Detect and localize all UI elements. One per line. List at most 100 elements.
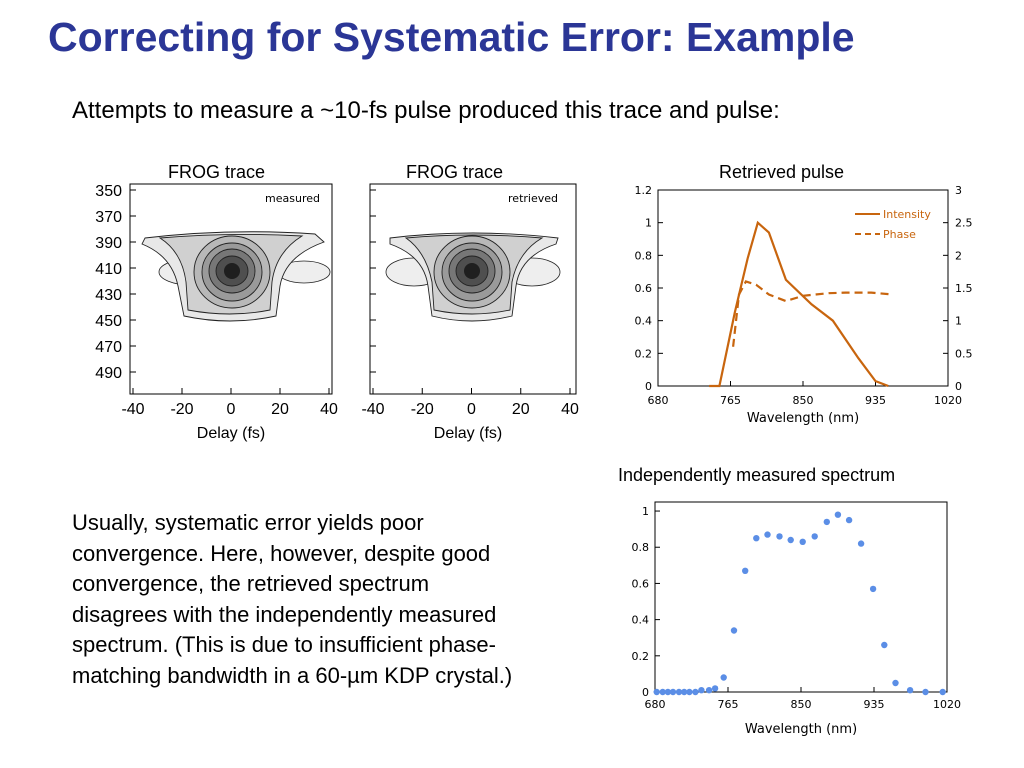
spectrum-points [653,511,946,696]
frog-x-tick-label: 20 [512,401,530,418]
frog-trace-retrieved: retrieved -40 -20 0 20 40 Delay (fs) [361,183,579,442]
spectrum-x-tick-label: 935 [864,698,885,711]
legend-phase-label: Phase [883,228,916,241]
frog-y-tick-label: 470 [95,339,122,356]
spectrum-point [892,679,899,687]
frog-measured-title: FROG trace [168,162,266,182]
pulse-xlabel: Wavelength (nm) [747,411,859,426]
spectrum-point [686,688,693,696]
spectrum-point [845,516,853,524]
frog-x-tick-label: 20 [271,401,289,418]
spectrum-point [720,674,727,681]
spectrum-point [764,531,771,538]
slide-title: Correcting for Systematic Error: Example [48,14,855,60]
pulse-y-tick-label: 0.6 [635,282,653,295]
spectrum-point [711,685,719,692]
frog-x-tick-label: -40 [121,401,144,418]
spectrum-y-tick-label: 0 [642,686,649,699]
frog-x-tick-label: 40 [561,401,579,418]
spectrum-point [881,641,888,649]
spectrum-point [669,688,677,696]
frog-y-tick-label: 370 [95,209,122,226]
legend-intensity-label: Intensity [883,208,931,221]
body-paragraph: Usually, systematic error yields poor co… [72,508,602,691]
body-line: disagrees with the independently measure… [72,601,497,627]
spectrum-x-tick-label: 850 [791,698,812,711]
frog-x-tick-label: -20 [411,401,434,418]
pulse-y2-tick-label: 2 [955,249,962,262]
frog-y-tick-label: 490 [95,365,122,382]
frog-trace-measured: measured 350 370 390 410 430 450 470 490 -40 -20… [95,183,338,442]
pulse-y-tick-label: 0.8 [635,249,653,262]
frog-x-tick-label: -40 [361,401,384,418]
pulse-x-tick-label: 765 [720,394,741,407]
frog-y-tick-label: 410 [95,261,122,278]
pulse-y-tick-label: 0 [645,380,652,393]
frog-x-tick-label: 0 [467,401,476,418]
pulse-y2-tick-label: 1 [955,315,962,328]
spectrum-point [705,687,713,694]
pulse-y2-tick-label: 2.5 [955,217,973,230]
spectrum-xlabel: Wavelength (nm) [745,722,857,737]
spectrum-point [787,536,794,544]
spectrum-point [664,688,672,696]
pulse-y2-tick-label: 0 [955,380,962,393]
frog-measured-xlabel: Delay (fs) [197,425,265,442]
spectrum-point [659,688,666,696]
spectrum-point [834,511,842,518]
spectrum-point [753,535,760,542]
spectrum-frame [654,501,948,693]
measured-spectrum-title: Independently measured spectrum [618,465,896,485]
pulse-y2-tick-label: 1.5 [955,282,973,295]
pulse-y-tick-label: 1.2 [635,184,653,197]
retrieved-pulse-chart: 680 765 850 935 102000.20.40.60.811.200.511.… [635,184,973,426]
spectrum-point [742,567,749,574]
frog-measured-contours [141,231,331,322]
pulse-x-tick-label: 850 [793,394,814,407]
body-line: convergence. Here, however, despite good [72,540,491,566]
frog-y-tick-label: 390 [95,235,122,252]
frog-retrieved-title: FROG trace [406,162,504,182]
spectrum-x-tick-label: 680 [645,698,666,711]
spectrum-point [776,533,783,540]
frog-x-tick-label: -20 [170,401,193,418]
pulse-y-tick-label: 0.4 [635,315,653,328]
pulse-y-tick-label: 1 [645,217,652,230]
spectrum-point [939,688,946,696]
spectrum-point [692,688,699,696]
intensity-series-line [709,220,889,388]
spectrum-point [698,687,705,694]
body-line: convergence, the retrieved spectrum [72,571,430,596]
spectrum-point [823,518,830,526]
spectrum-point [675,688,683,696]
pulse-x-tick-label: 935 [865,394,886,407]
body-line: Usually, systematic error yields poor [72,510,424,535]
spectrum-point [799,538,806,545]
frog-y-tick-label: 430 [95,287,122,304]
spectrum-y-tick-label: 0.4 [632,614,650,627]
spectrum-point [857,540,865,547]
spectrum-y-tick-label: 0.2 [632,650,650,663]
frog-retrieved-xlabel: Delay (fs) [434,425,502,442]
measured-spectrum-chart: 680 765 850 935 1020 0 0.2 0.4 0.6 0.8 1 Wavelengt… [632,501,961,737]
body-line: spectrum. (This is due to insufficient p… [72,632,496,657]
frog-x-tick-label: 0 [227,401,236,418]
frog-retrieved-contours [385,232,561,322]
pulse-legend: Intensity Phase [855,208,931,241]
body-line: matching bandwidth in a 60-µm KDP crysta… [72,662,513,688]
spectrum-y-tick-label: 0.6 [632,577,650,590]
pulse-y2-tick-label: 0.5 [955,347,973,360]
frog-measured-annotation: measured [265,192,320,205]
slide-subtitle: Attempts to measure a ~10-fs pulse produ… [72,97,780,124]
frog-y-tick-label: 350 [95,183,122,200]
frog-x-tick-label: 40 [320,401,338,418]
spectrum-x-tick-label: 765 [718,698,739,711]
pulse-y-tick-label: 0.2 [635,347,653,360]
frog-retrieved-annotation: retrieved [508,192,558,205]
pulse-x-tick-label: 680 [648,394,669,407]
spectrum-point [811,533,818,540]
retrieved-pulse-title: Retrieved pulse [719,162,845,182]
spectrum-y-tick-label: 1 [642,505,649,518]
spectrum-point [869,585,877,593]
spectrum-y-tick-label: 0.8 [632,541,650,554]
